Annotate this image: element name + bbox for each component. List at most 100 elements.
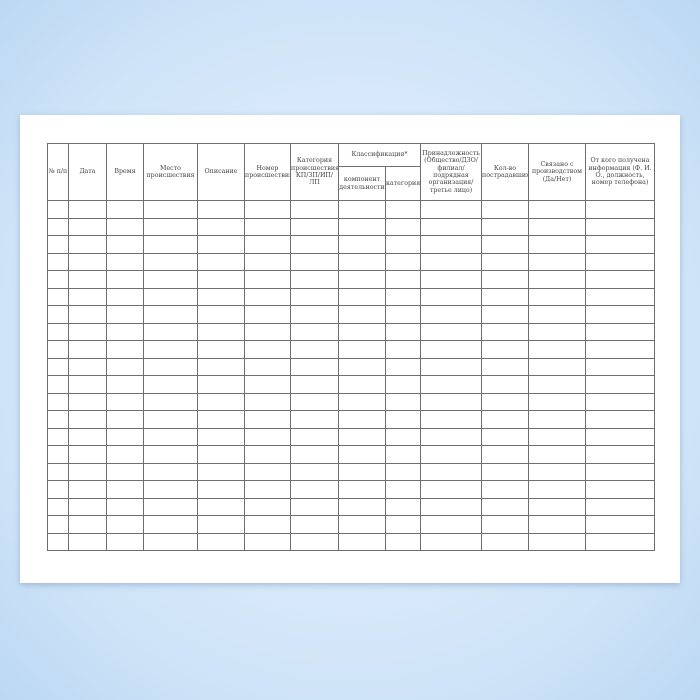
- empty-cell: [385, 287, 421, 306]
- empty-cell: [244, 252, 291, 271]
- empty-cell: [68, 340, 107, 359]
- empty-cell: [244, 305, 291, 324]
- empty-cell: [47, 235, 69, 254]
- empty-cell: [290, 515, 339, 534]
- empty-cell: [385, 497, 421, 516]
- header-place: Место происшествия: [143, 143, 198, 201]
- empty-cell: [385, 252, 421, 271]
- empty-cell: [197, 217, 245, 236]
- empty-cell: [68, 322, 107, 341]
- empty-cell: [47, 252, 69, 271]
- empty-cell: [106, 252, 144, 271]
- empty-cell: [143, 497, 198, 516]
- empty-cell: [481, 392, 529, 411]
- empty-cell: [338, 287, 386, 306]
- empty-cell: [528, 357, 586, 376]
- empty-cell: [47, 497, 69, 516]
- empty-cell: [420, 515, 482, 534]
- empty-cell: [106, 392, 144, 411]
- empty-cell: [143, 235, 198, 254]
- empty-cell: [143, 427, 198, 446]
- empty-cell: [47, 217, 69, 236]
- table-row: [47, 532, 655, 551]
- empty-cell: [385, 217, 421, 236]
- empty-cell: [290, 322, 339, 341]
- empty-cell: [585, 357, 655, 376]
- empty-cell: [585, 252, 655, 271]
- table-row: [47, 287, 655, 306]
- table-row: [47, 410, 655, 429]
- empty-cell: [68, 287, 107, 306]
- empty-cell: [106, 357, 144, 376]
- empty-cell: [197, 305, 245, 324]
- empty-cell: [143, 357, 198, 376]
- empty-cell: [481, 357, 529, 376]
- empty-cell: [68, 235, 107, 254]
- empty-cell: [481, 217, 529, 236]
- empty-cell: [585, 532, 655, 551]
- empty-cell: [528, 532, 586, 551]
- empty-cell: [106, 322, 144, 341]
- empty-cell: [244, 410, 291, 429]
- empty-cell: [481, 252, 529, 271]
- empty-cell: [585, 235, 655, 254]
- empty-cell: [197, 462, 245, 481]
- empty-cell: [481, 532, 529, 551]
- empty-cell: [338, 515, 386, 534]
- empty-cell: [106, 427, 144, 446]
- empty-cell: [290, 497, 339, 516]
- empty-cell: [197, 427, 245, 446]
- header-incident-number: Номер происшествия: [244, 143, 291, 201]
- empty-cell: [143, 532, 198, 551]
- empty-cell: [197, 410, 245, 429]
- empty-cell: [528, 462, 586, 481]
- empty-cell: [197, 340, 245, 359]
- empty-cell: [197, 497, 245, 516]
- empty-cell: [385, 410, 421, 429]
- empty-cell: [143, 515, 198, 534]
- empty-cell: [143, 252, 198, 271]
- empty-cell: [68, 462, 107, 481]
- empty-cell: [528, 392, 586, 411]
- empty-cell: [481, 515, 529, 534]
- header-time: Время: [106, 143, 144, 201]
- empty-cell: [585, 392, 655, 411]
- empty-cell: [585, 375, 655, 394]
- empty-cell: [197, 392, 245, 411]
- empty-cell: [197, 375, 245, 394]
- empty-cell: [420, 340, 482, 359]
- empty-cell: [420, 252, 482, 271]
- empty-cell: [244, 235, 291, 254]
- empty-cell: [244, 217, 291, 236]
- empty-cell: [68, 410, 107, 429]
- empty-cell: [338, 375, 386, 394]
- empty-cell: [528, 445, 586, 464]
- header-category: Категория происшествия КП/ЗП/ИП/ЛП: [290, 143, 339, 201]
- empty-cell: [47, 287, 69, 306]
- empty-cell: [106, 375, 144, 394]
- table-row: [47, 357, 655, 376]
- empty-cell: [585, 340, 655, 359]
- header-production-related: Связано с производством (Да/Нет): [528, 143, 586, 201]
- empty-cell: [68, 217, 107, 236]
- empty-cell: [47, 445, 69, 464]
- empty-cell: [385, 515, 421, 534]
- empty-cell: [106, 515, 144, 534]
- empty-cell: [47, 462, 69, 481]
- empty-cell: [385, 462, 421, 481]
- empty-cell: [385, 445, 421, 464]
- table-row: [47, 252, 655, 271]
- empty-cell: [420, 322, 482, 341]
- empty-cell: [143, 217, 198, 236]
- empty-cell: [290, 445, 339, 464]
- empty-cell: [244, 497, 291, 516]
- empty-cell: [585, 445, 655, 464]
- empty-cell: [528, 410, 586, 429]
- empty-cell: [106, 497, 144, 516]
- empty-cell: [68, 392, 107, 411]
- table-row: [47, 515, 655, 534]
- empty-cell: [197, 480, 245, 499]
- empty-cell: [585, 305, 655, 324]
- empty-cell: [481, 375, 529, 394]
- header-date: Дата: [68, 143, 107, 201]
